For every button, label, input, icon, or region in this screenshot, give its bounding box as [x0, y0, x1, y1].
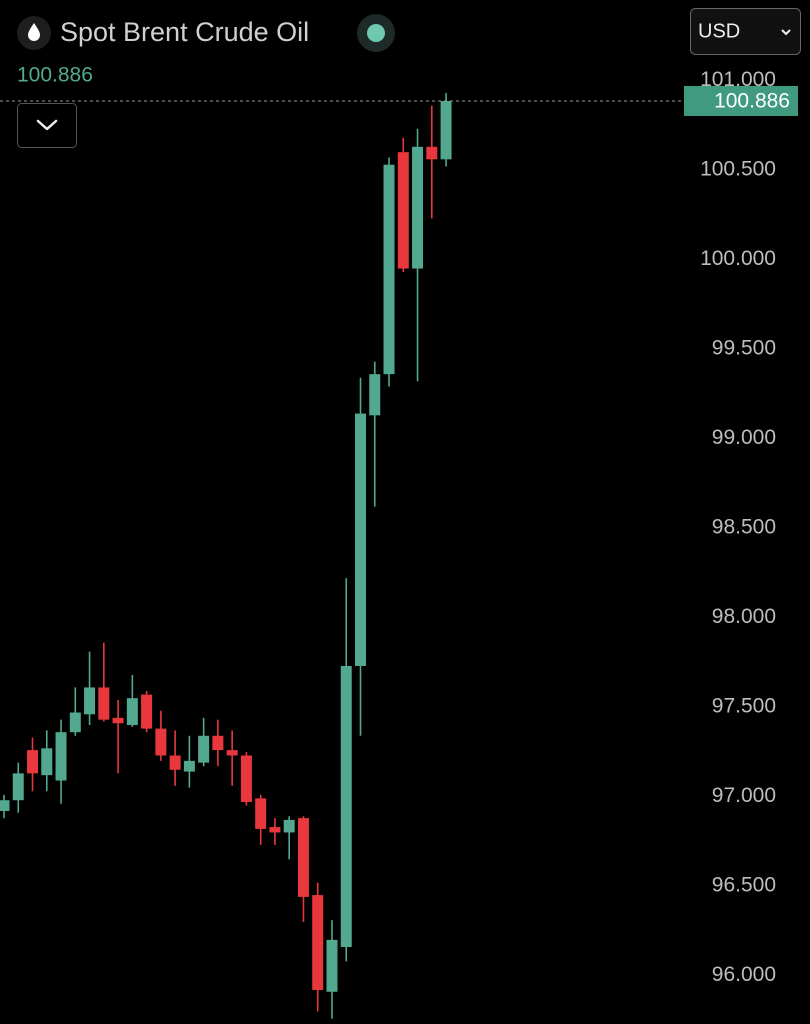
candle-body [269, 827, 281, 833]
candle-body [226, 750, 238, 756]
y-tick-label: 98.500 [712, 516, 776, 539]
currency-label[interactable]: USD [698, 20, 740, 42]
candle-body [112, 717, 124, 724]
plot-area [0, 93, 684, 1019]
candle-body [27, 750, 39, 774]
y-tick-label: 96.500 [712, 874, 776, 897]
candle-body [383, 164, 395, 375]
candle-body [0, 800, 10, 811]
y-tick-label: 98.000 [712, 605, 776, 628]
candle-body [126, 698, 138, 726]
candle-body [440, 100, 452, 160]
candle-body [283, 819, 295, 833]
droplet-icon [28, 23, 40, 41]
candle-body [255, 798, 267, 829]
y-tick-label: 99.500 [712, 337, 776, 360]
candle-body [98, 687, 110, 720]
last-price: 100.886 [17, 64, 93, 87]
candle-body [369, 374, 381, 416]
y-tick-label: 100.000 [700, 247, 776, 270]
y-tick-label: 96.000 [712, 963, 776, 986]
candle-body [55, 732, 67, 781]
candle-body [297, 818, 309, 897]
header: Spot Brent Crude Oil 100.886 USD [17, 8, 801, 148]
candle-body [412, 146, 424, 269]
candle-body [141, 694, 153, 729]
candle-body [212, 735, 224, 751]
last-price-tag [684, 85, 798, 116]
candle-body [169, 755, 181, 770]
status-dot [367, 24, 385, 42]
last-price-tag-label: 100.886 [714, 90, 790, 113]
candle-body [340, 665, 352, 948]
candle-body [240, 755, 252, 803]
y-axis: 96.000 96.500 97.000 97.500 98.000 98.500 99.0… [684, 68, 798, 986]
currency-selector[interactable]: USD [690, 8, 801, 55]
candle-body [84, 687, 96, 715]
selector-frame[interactable] [690, 8, 801, 55]
y-tick-label: 100.500 [700, 158, 776, 181]
candle-body [41, 748, 53, 776]
candle-body [198, 735, 210, 763]
candle-body [397, 152, 409, 269]
candle-body [155, 728, 167, 756]
y-tick-label: 97.000 [712, 784, 776, 807]
candle-body [355, 413, 366, 666]
candle-body [312, 895, 324, 990]
chevron-icon[interactable] [36, 119, 58, 131]
collapse-button[interactable] [17, 103, 77, 148]
candle-body [69, 712, 81, 733]
button-frame[interactable] [17, 103, 77, 148]
candle-body [183, 760, 195, 772]
candle-body [426, 146, 438, 160]
selector-chevron[interactable] [781, 29, 791, 36]
candle-body [326, 939, 338, 992]
y-tick-label: 97.500 [712, 695, 776, 718]
chart-title: Spot Brent Crude Oil [60, 17, 309, 47]
y-tick-label: 101.000 [700, 68, 776, 91]
candle-body [12, 773, 24, 801]
y-tick-label: 99.000 [712, 426, 776, 449]
